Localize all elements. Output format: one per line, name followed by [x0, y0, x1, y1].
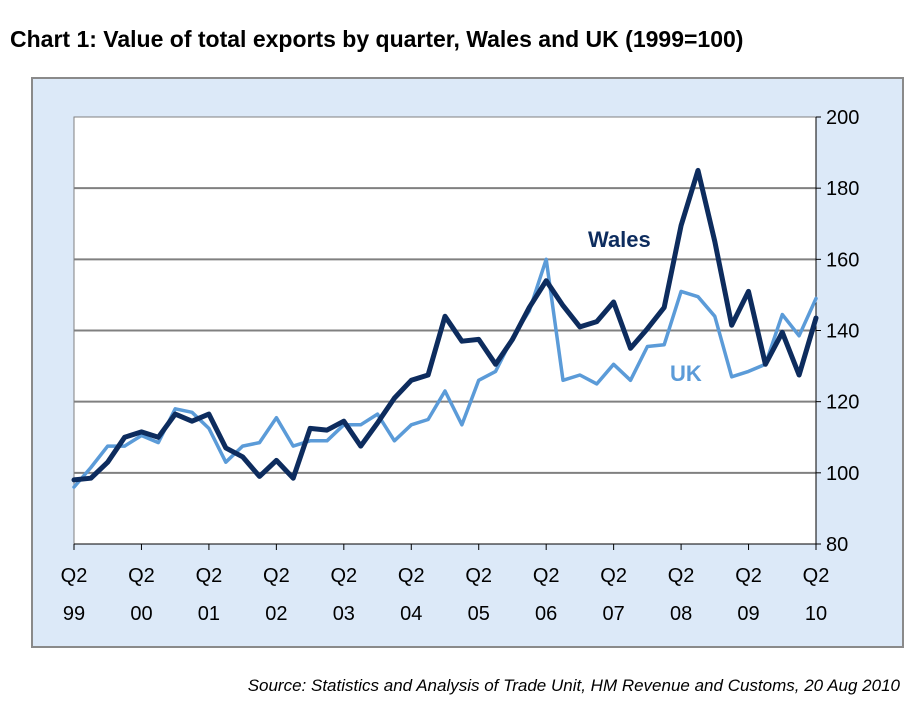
- x-tick-label-quarter: Q2: [330, 565, 357, 587]
- axes: 80 100 120 140 160 180 200 Q2 99 Q2 00 Q2 01 Q2 02 Q2 03…: [61, 107, 860, 625]
- x-tick-label-year: 06: [535, 603, 557, 625]
- y-tick-label: 120: [826, 392, 859, 414]
- x-tick-label-quarter: Q2: [398, 565, 425, 587]
- x-tick-label-year: 05: [468, 603, 490, 625]
- chart-title: Chart 1: Value of total exports by quart…: [10, 26, 744, 52]
- chart-area: 80 100 120 140 160 180 200 Q2 99 Q2 00 Q2 01 Q2 02 Q2 03…: [31, 77, 904, 648]
- series-label-wales: Wales: [588, 227, 651, 252]
- y-tick-label: 180: [826, 178, 859, 200]
- x-tick-label-quarter: Q2: [533, 565, 560, 587]
- x-tick-label-year: 10: [805, 603, 827, 625]
- x-tick-label-quarter: Q2: [735, 565, 762, 587]
- x-tick-label-quarter: Q2: [263, 565, 290, 587]
- x-tick-label-quarter: Q2: [128, 565, 155, 587]
- x-tick-label-quarter: Q2: [600, 565, 627, 587]
- series-labels: Wales UK: [588, 227, 702, 386]
- y-tick-label: 140: [826, 321, 859, 343]
- x-tick-label-year: 01: [198, 603, 220, 625]
- x-tick-label-year: 00: [130, 603, 152, 625]
- y-tick-label: 100: [826, 463, 859, 485]
- x-tick-label-quarter: Q2: [668, 565, 695, 587]
- x-tick-label-year: 04: [400, 603, 422, 625]
- y-tick-label: 80: [826, 534, 848, 556]
- x-tick-label-year: 02: [265, 603, 287, 625]
- y-tick-label: 200: [826, 107, 859, 129]
- y-tick-label: 160: [826, 249, 859, 271]
- x-tick-label-year: 03: [333, 603, 355, 625]
- x-tick-label-year: 07: [603, 603, 625, 625]
- x-tick-label-quarter: Q2: [61, 565, 88, 587]
- x-tick-label-quarter: Q2: [465, 565, 492, 587]
- x-tick-label-quarter: Q2: [803, 565, 830, 587]
- x-tick-label-year: 99: [63, 603, 85, 625]
- source-note: Source: Statistics and Analysis of Trade…: [247, 676, 900, 695]
- line-chart: 80 100 120 140 160 180 200 Q2 99 Q2 00 Q2 01 Q2 02 Q2 03…: [61, 107, 860, 625]
- x-tick-label-year: 08: [670, 603, 692, 625]
- series-lines: [71, 167, 819, 489]
- x-tick-label-quarter: Q2: [196, 565, 223, 587]
- series-label-uk: UK: [670, 361, 702, 386]
- x-tick-label-year: 09: [737, 603, 759, 625]
- series-line-wales: [71, 167, 819, 483]
